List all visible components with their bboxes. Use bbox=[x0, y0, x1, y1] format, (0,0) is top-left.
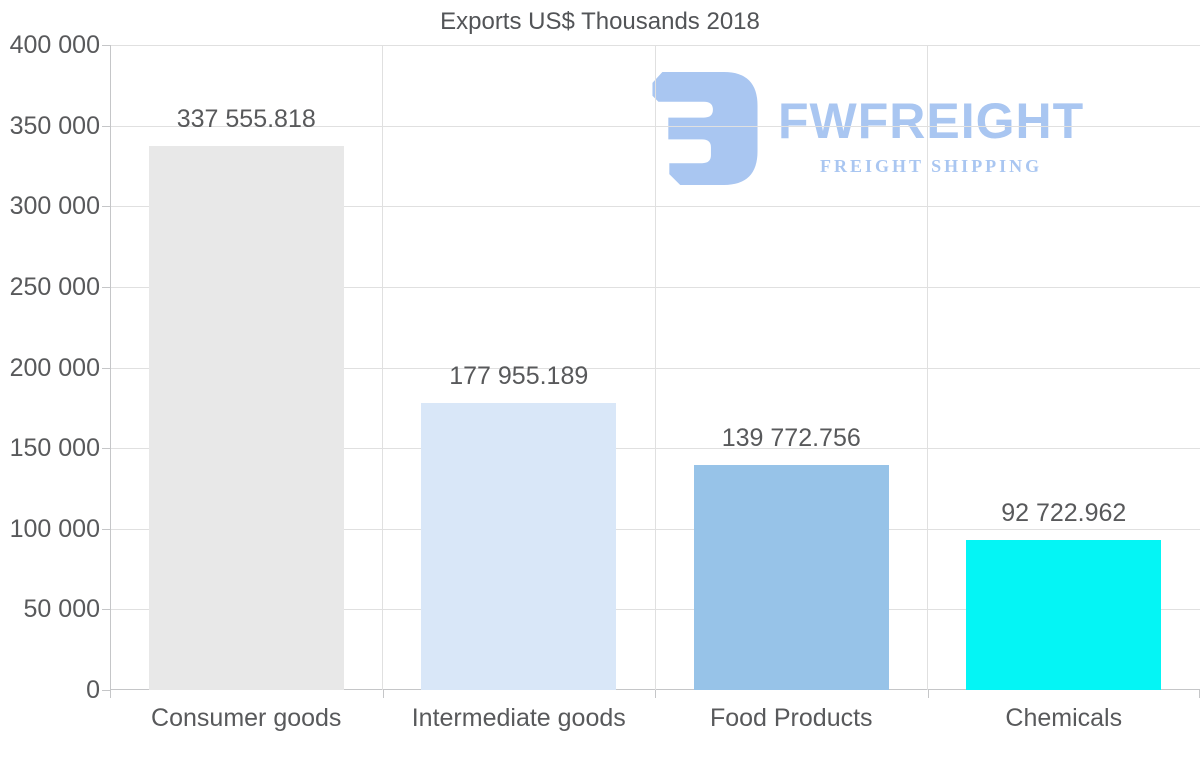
gridline-vertical bbox=[654, 45, 656, 690]
category-label: Chemicals bbox=[1005, 704, 1123, 732]
y-tick-label: 0 bbox=[86, 676, 100, 704]
bar-value-label: 139 772.756 bbox=[721, 423, 861, 452]
bar-value-label: 337 555.818 bbox=[176, 104, 316, 133]
category-label: Consumer goods bbox=[151, 704, 342, 732]
category-label: Food Products bbox=[709, 704, 873, 732]
gridline-vertical bbox=[382, 45, 383, 690]
y-tick-mark bbox=[102, 690, 110, 691]
y-tick-mark bbox=[102, 45, 110, 46]
bar-food-products[interactable] bbox=[693, 464, 889, 690]
x-axis-labels: Consumer goods Intermediate goods Food Pro… bbox=[110, 703, 1200, 735]
gridline-vertical bbox=[927, 45, 928, 690]
bar-consumer-goods[interactable] bbox=[148, 145, 344, 690]
y-tick-mark bbox=[102, 528, 110, 530]
y-tick-label: 300 000 bbox=[9, 192, 100, 221]
x-tick-mark bbox=[382, 690, 384, 698]
brand-name: FWFREIGHT bbox=[778, 93, 1085, 149]
fwfreight-logo-text: FWFREIGHT FREIGHT SHIPPING bbox=[778, 72, 1084, 177]
y-tick-mark bbox=[102, 609, 110, 611]
y-tick-mark bbox=[102, 448, 110, 450]
bar-value-label: 92 722.962 bbox=[1001, 499, 1127, 528]
chart-title: Exports US$ Thousands 2018 bbox=[440, 8, 760, 35]
y-tick-mark bbox=[102, 286, 110, 288]
y-axis-labels: 0 50 000 100 000 150 000 200 000 250 000 300 0… bbox=[0, 32, 100, 703]
y-axis-line bbox=[110, 45, 111, 690]
y-tick-mark bbox=[102, 206, 110, 208]
y-tick-mark bbox=[102, 367, 110, 369]
brand-tagline: FREIGHT SHIPPING bbox=[819, 156, 1043, 176]
x-tick-mark bbox=[655, 690, 656, 698]
bar-chemicals[interactable] bbox=[966, 540, 1162, 690]
y-tick-label: 350 000 bbox=[9, 111, 100, 140]
y-tick-label: 100 000 bbox=[9, 514, 100, 543]
y-tick-label: 250 000 bbox=[9, 272, 100, 301]
fwfreight-logo-icon bbox=[652, 72, 758, 185]
y-tick-label: 200 000 bbox=[9, 353, 100, 382]
fwfreight-watermark: FWFREIGHT FREIGHT SHIPPING bbox=[650, 72, 1084, 185]
bar-value-label: 177 955.189 bbox=[449, 362, 589, 391]
plot-area: 337 555.818 177 955.189 139 772.756 92 722.… bbox=[110, 45, 1200, 690]
category-label: Intermediate goods bbox=[411, 704, 626, 732]
y-tick-label: 50 000 bbox=[23, 595, 100, 624]
x-tick-mark bbox=[927, 690, 929, 698]
y-tick-mark bbox=[102, 125, 110, 127]
y-tick-label: 400 000 bbox=[9, 31, 100, 59]
y-tick-label: 150 000 bbox=[9, 434, 100, 463]
x-tick-mark bbox=[110, 690, 111, 698]
bar-intermediate-goods[interactable] bbox=[421, 403, 617, 690]
